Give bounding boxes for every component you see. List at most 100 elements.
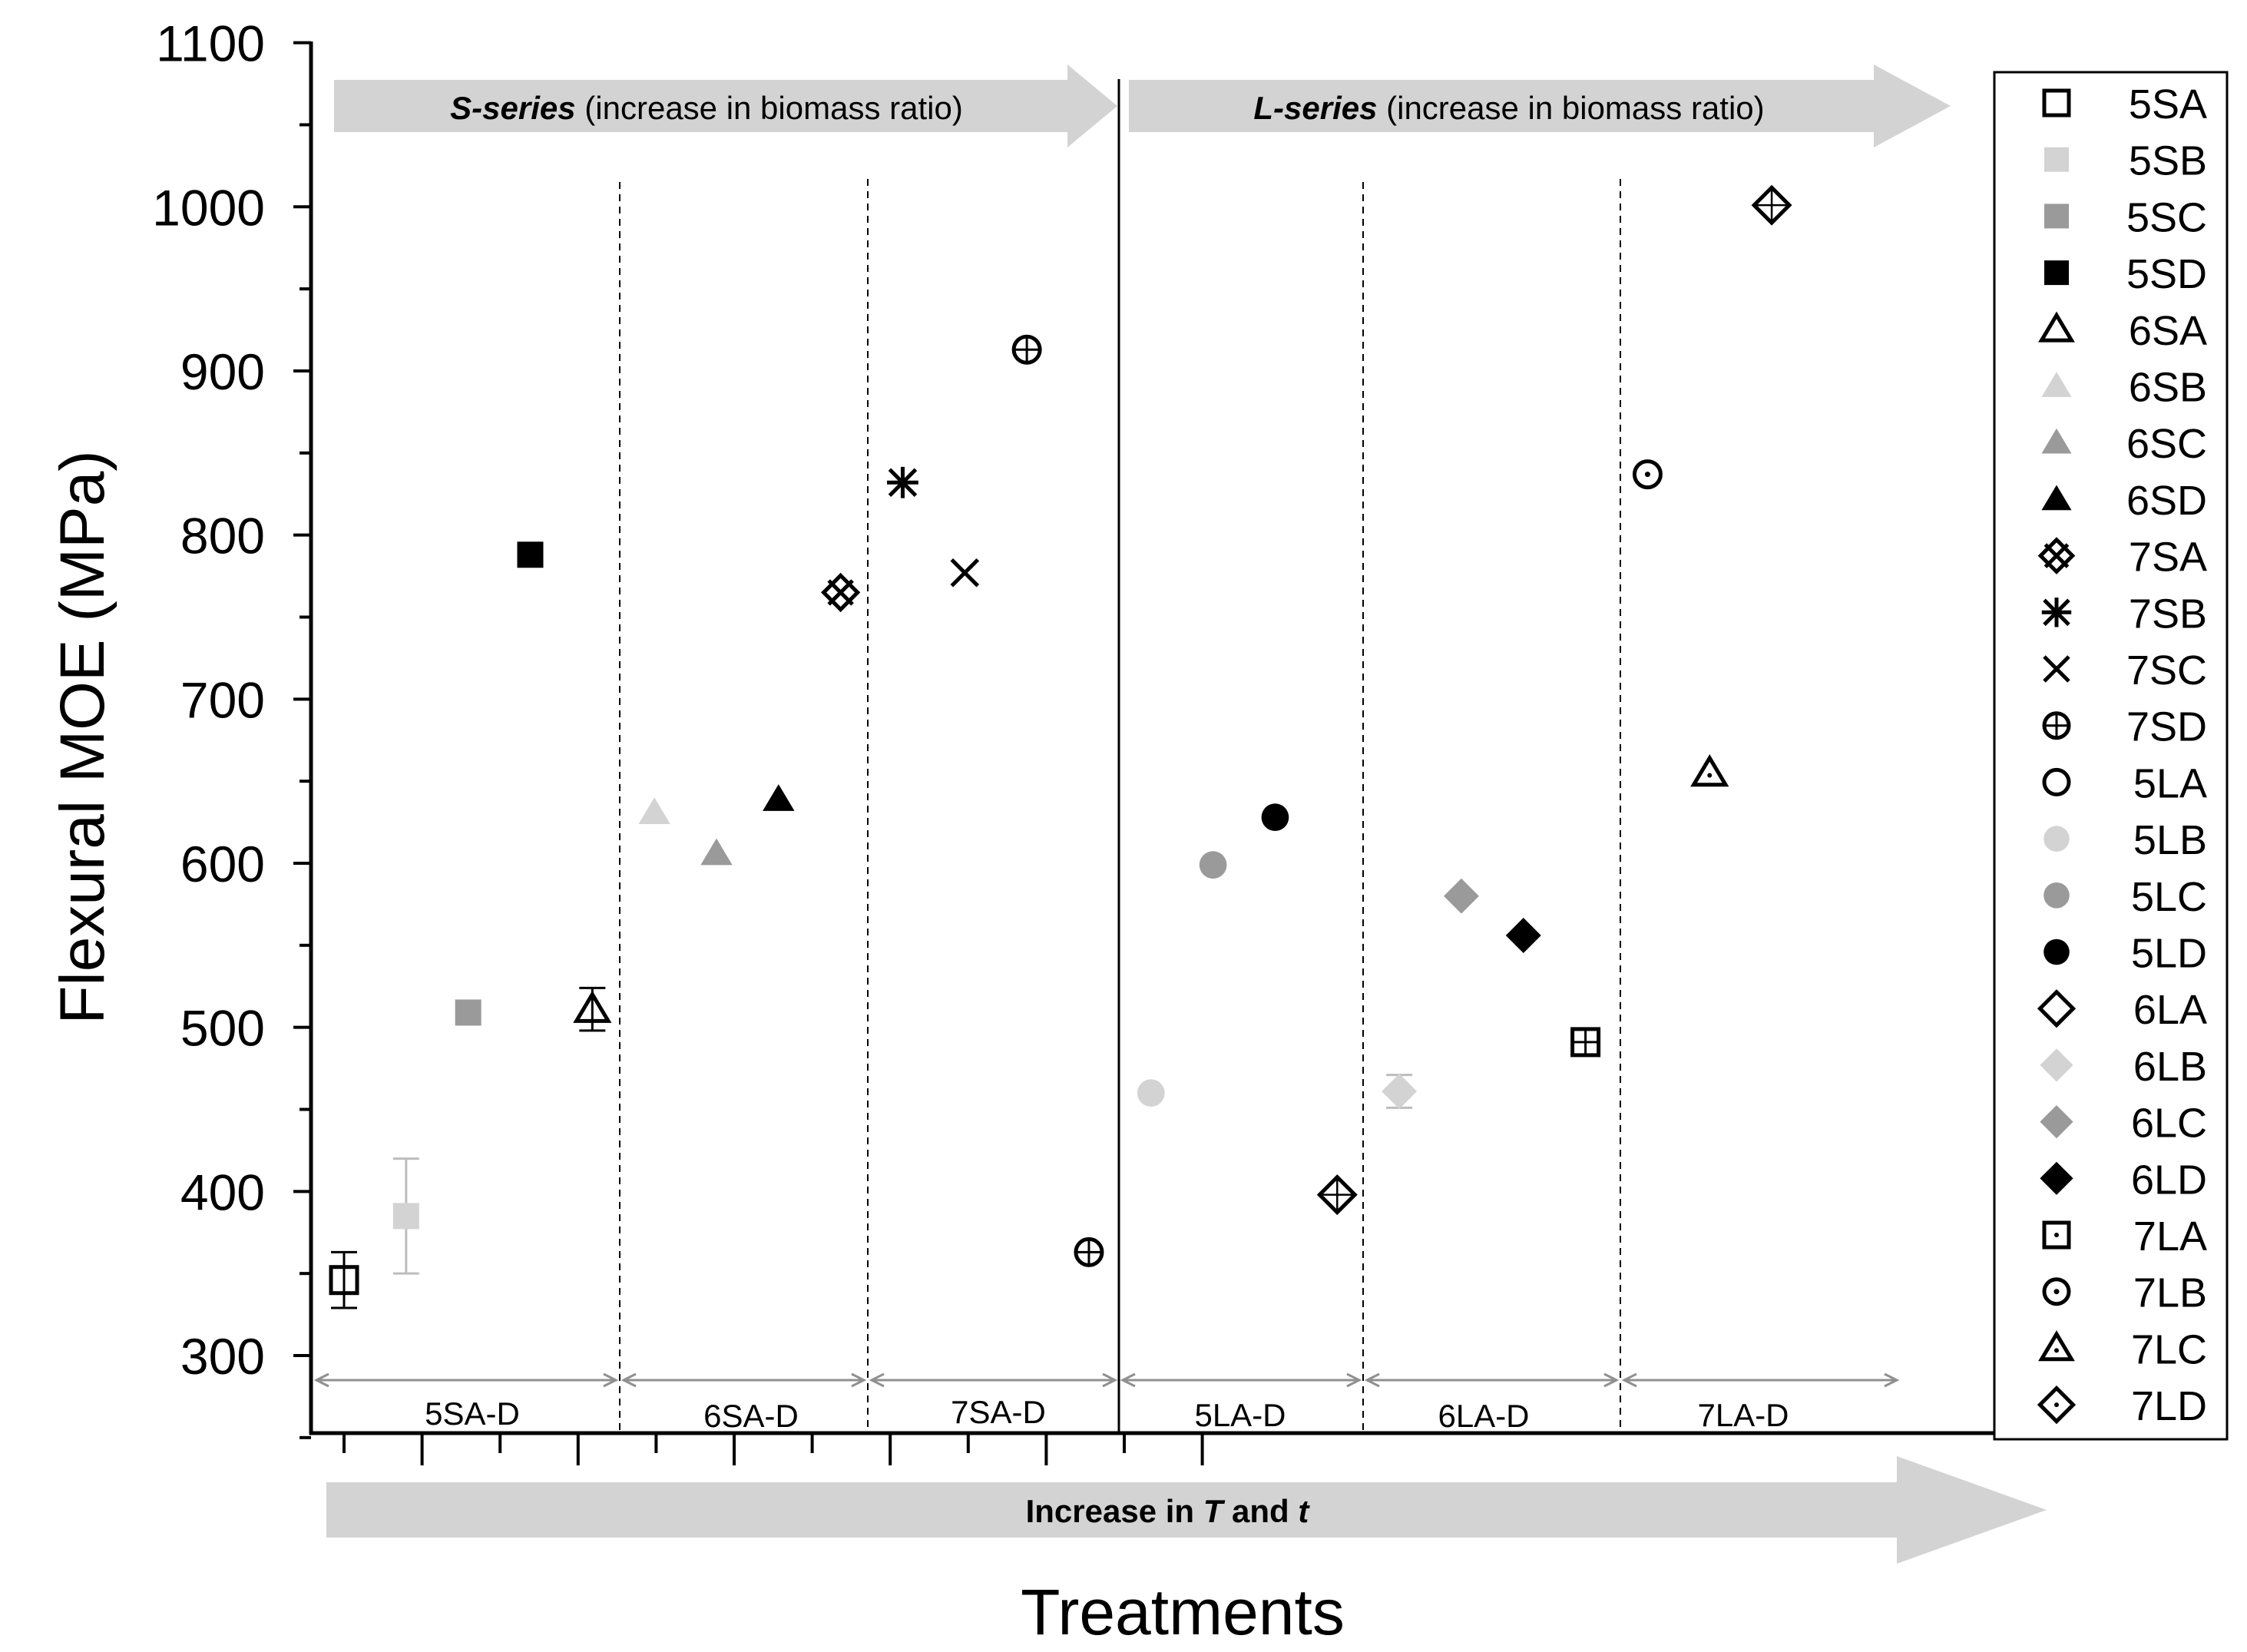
legend-marker-5ld [2043, 939, 2070, 965]
legend-label: 5LC [2131, 874, 2207, 920]
legend-label: 5LA [2133, 760, 2207, 806]
point-5lc [1199, 851, 1227, 879]
point-7sb [887, 466, 918, 498]
legend-label: 6LD [2131, 1157, 2207, 1203]
legend-label: 7LA [2133, 1213, 2207, 1260]
legend-marker-7lc [2038, 1330, 2075, 1362]
data-points [329, 184, 1792, 1309]
increase-arrow [326, 1456, 2047, 1564]
legend-label: 6LA [2133, 987, 2207, 1033]
legend-label: 6SB [2129, 365, 2207, 411]
point-7sd [1011, 334, 1042, 365]
group-range-arrowhead [603, 1372, 619, 1388]
y-tick-label: 1000 [152, 179, 265, 236]
legend-marker-7sb [2041, 598, 2072, 627]
y-tick-label: 500 [180, 1000, 265, 1057]
point-6lb [1382, 1074, 1418, 1109]
y-tick-label: 1100 [156, 15, 265, 72]
legend-label: 7LB [2133, 1270, 2207, 1316]
group-label: 7LA-D [1697, 1397, 1789, 1433]
group-label: 6LA-D [1438, 1398, 1529, 1434]
legend-label: 5SA [2129, 81, 2207, 127]
legend-label: 7SC [2126, 647, 2207, 694]
s-series-arrow [334, 65, 1117, 147]
point-7lb [1632, 459, 1663, 490]
legend-label: 5SC [2126, 194, 2207, 240]
point-7sc [950, 558, 980, 588]
x-axis-title: Treatments [1021, 1576, 1345, 1648]
group-range-arrowhead [1621, 1372, 1637, 1388]
x-ticks [343, 1433, 1204, 1465]
legend-box [1993, 71, 2229, 1441]
group-range-arrowhead [1364, 1372, 1380, 1388]
l-series-arrow [1129, 65, 1951, 147]
group-ranges [313, 1372, 1900, 1388]
group-range-arrowhead [1120, 1372, 1136, 1388]
point-5sb [392, 1203, 419, 1230]
group-range-arrowhead [313, 1372, 329, 1388]
legend-marker-6sa [2038, 311, 2075, 343]
legend-label: 7LD [2131, 1383, 2207, 1429]
legend-marker-6la [2037, 989, 2077, 1028]
group-label: 5LA-D [1194, 1397, 1286, 1433]
point-6la [1316, 1174, 1358, 1216]
group-dividers [619, 79, 1621, 1432]
l-series-arrow-label: L-series (increase in biomass ratio) [1253, 90, 1764, 126]
point-7sa [821, 572, 861, 613]
legend-marker-5sd [2044, 260, 2069, 286]
group-range-arrowhead [620, 1372, 637, 1388]
s-series-arrow-label: S-series (increase in biomass ratio) [450, 90, 963, 126]
point-7ld [1751, 184, 1792, 226]
point-5sc [455, 999, 482, 1026]
y-tick-label: 700 [180, 671, 265, 728]
legend-marker-6sc [2041, 428, 2072, 454]
legend: 5SA 5SB 5SC 5SD 6SA 6SB 6SC 6SD 7SA 7SB 7SC 7SD 5LA 5… [2037, 81, 2207, 1429]
point-5ld [1261, 803, 1289, 832]
legend-marker-7sa [2037, 537, 2076, 574]
y-tick-label: 800 [180, 508, 265, 564]
increase-arrow-label: Increase in T and t [1026, 1493, 1311, 1529]
y-tick-label: 400 [180, 1164, 265, 1220]
y-tick-label: 600 [180, 836, 265, 892]
legend-marker-5sa [2042, 88, 2071, 118]
legend-marker-6sb [2041, 372, 2072, 397]
legend-label: 6LC [2131, 1101, 2207, 1147]
point-6sd [763, 784, 795, 811]
legend-marker-5lb [2043, 826, 2070, 852]
legend-marker-6sd [2041, 485, 2072, 511]
legend-label: 7SB [2129, 591, 2207, 637]
legend-marker-6lb [2040, 1048, 2073, 1082]
legend-marker-6ld [2040, 1161, 2073, 1195]
legend-label: 6SA [2129, 308, 2207, 354]
legend-label: 6SD [2126, 478, 2207, 524]
point-7la [1570, 1027, 1601, 1058]
group-range-arrowhead [1102, 1372, 1118, 1388]
group-label: 5SA-D [425, 1395, 520, 1432]
legend-marker-5sc [2044, 204, 2069, 229]
point-6sa [573, 990, 612, 1023]
legend-marker-5sb [2044, 147, 2069, 172]
group-range-arrowhead [851, 1372, 867, 1388]
point-5sa [329, 1265, 359, 1296]
point-6ld [1505, 918, 1541, 953]
legend-label: 6SC [2126, 421, 2207, 467]
legend-label: 5LB [2133, 817, 2207, 863]
y-tick-label: 900 [180, 343, 265, 400]
legend-marker-5lc [2043, 882, 2070, 909]
legend-marker-7sc [2043, 655, 2070, 683]
point-6sc [700, 838, 733, 866]
legend-marker-6lc [2040, 1105, 2073, 1139]
group-label: 7SA-D [951, 1394, 1046, 1430]
y-ticks: 300 400 500 600 700 800 900 1000 1100 [152, 15, 311, 1439]
legend-label: 7SD [2126, 704, 2207, 750]
legend-label: 6LB [2133, 1044, 2207, 1090]
legend-marker-5la [2042, 767, 2071, 796]
y-tick-label: 300 [180, 1328, 265, 1385]
legend-marker-7lb [2042, 1277, 2071, 1306]
point-5la [1074, 1237, 1104, 1267]
legend-label: 5SD [2126, 251, 2207, 297]
legend-label: 7SA [2129, 535, 2207, 581]
y-axis-title: Flexural MOE (MPa) [48, 450, 117, 1024]
